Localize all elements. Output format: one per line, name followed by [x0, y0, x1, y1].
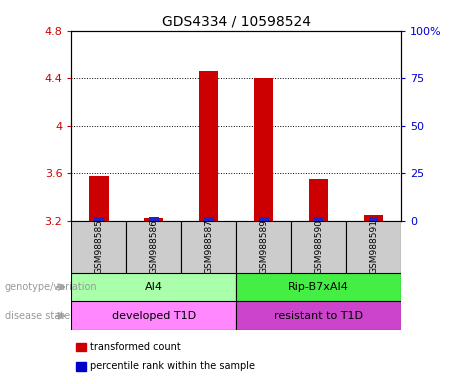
Bar [236, 301, 401, 330]
Bar [126, 221, 181, 273]
Bar [71, 273, 236, 301]
Title: GDS4334 / 10598524: GDS4334 / 10598524 [162, 14, 311, 28]
Text: transformed count: transformed count [90, 342, 181, 352]
Bar [309, 179, 328, 221]
Bar [144, 218, 164, 221]
Bar [254, 78, 273, 221]
Text: percentile rank within the sample: percentile rank within the sample [90, 361, 255, 371]
Text: AI4: AI4 [145, 282, 163, 292]
Bar [89, 175, 108, 221]
Bar [204, 217, 213, 221]
Bar [259, 217, 269, 221]
Bar [364, 215, 383, 221]
Text: GSM988587: GSM988587 [204, 219, 213, 274]
Text: GSM988590: GSM988590 [314, 219, 323, 274]
Text: resistant to T1D: resistant to T1D [274, 311, 363, 321]
Text: GSM988591: GSM988591 [369, 219, 378, 274]
Bar [314, 217, 324, 221]
Bar [71, 301, 236, 330]
Text: GSM988589: GSM988589 [259, 219, 268, 274]
Text: disease state: disease state [5, 311, 70, 321]
Bar [236, 273, 401, 301]
Text: genotype/variation: genotype/variation [5, 282, 97, 292]
Bar [149, 217, 159, 221]
Text: GSM988586: GSM988586 [149, 219, 159, 274]
Bar [369, 217, 378, 221]
Bar [199, 71, 219, 221]
Bar [71, 221, 126, 273]
Bar [236, 221, 291, 273]
Bar [291, 221, 346, 273]
Text: developed T1D: developed T1D [112, 311, 196, 321]
Bar [346, 221, 401, 273]
Text: Rip-B7xAI4: Rip-B7xAI4 [288, 282, 349, 292]
Text: GSM988585: GSM988585 [95, 219, 103, 274]
Bar [94, 217, 104, 221]
Bar [181, 221, 236, 273]
